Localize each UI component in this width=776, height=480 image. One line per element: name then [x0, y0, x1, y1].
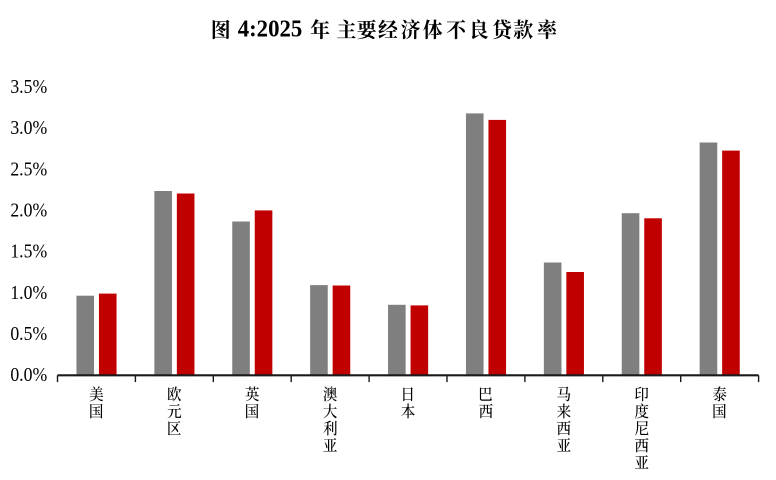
svg-text:3.5%: 3.5%: [10, 76, 47, 98]
svg-text:1.0%: 1.0%: [10, 282, 47, 304]
svg-text:0.5%: 0.5%: [10, 323, 47, 345]
svg-text:3.0%: 3.0%: [10, 117, 47, 139]
svg-text:2.5%: 2.5%: [10, 158, 47, 180]
svg-text:4:2025: 4:2025: [238, 16, 303, 43]
svg-text:1.5%: 1.5%: [10, 241, 47, 263]
svg-text:2.0%: 2.0%: [10, 200, 47, 222]
svg-text:0.0%: 0.0%: [10, 364, 47, 386]
